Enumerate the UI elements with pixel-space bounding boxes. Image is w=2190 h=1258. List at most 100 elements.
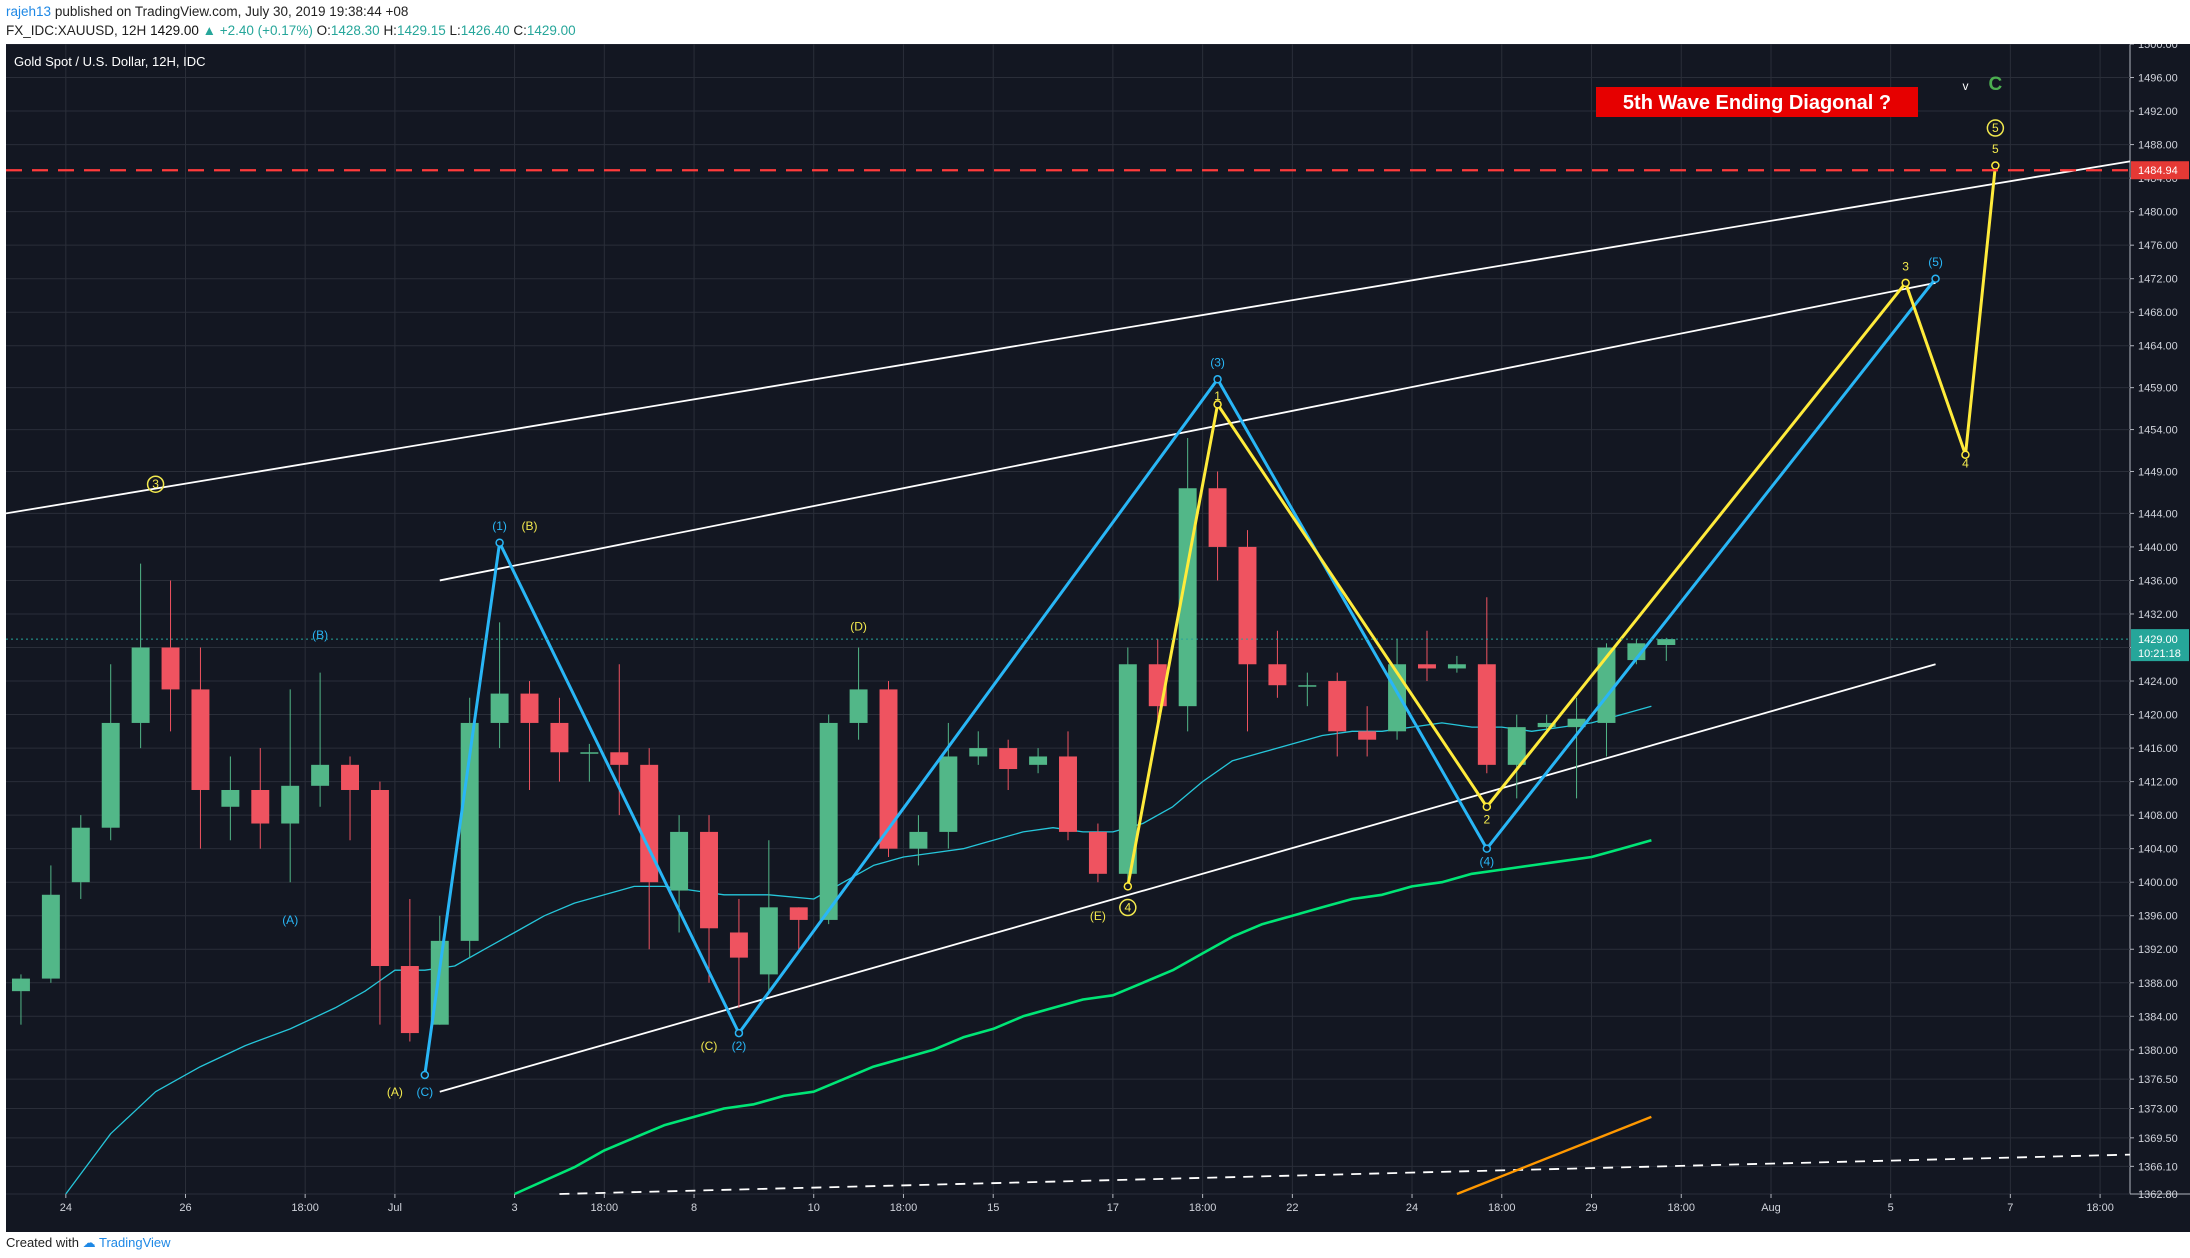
candle-body (400, 966, 419, 1034)
candle-body (370, 789, 389, 967)
candle-body (610, 752, 629, 765)
publisher-username[interactable]: rajeh13 (6, 4, 52, 19)
candle-body (520, 693, 539, 723)
wave-pivot-point (1901, 278, 1910, 288)
wave-label: (A) (387, 1085, 403, 1099)
chart-area[interactable]: 1500.001496.001492.001488.001484.001480.… (5, 39, 2190, 1238)
price-tick-label: 1392.00 (2138, 944, 2178, 956)
candle-body (939, 756, 958, 832)
grid: 1500.001496.001492.001488.001484.001480.… (6, 39, 2178, 1214)
time-tick-label: 18:00 (1488, 1202, 1516, 1214)
candle (580, 743, 599, 782)
candle (251, 748, 270, 849)
resistance-level-tag (2131, 161, 2189, 180)
candle (41, 865, 60, 983)
time-tick-label: 17 (1107, 1202, 1119, 1214)
wave-label: (C) (701, 1039, 718, 1053)
price-tick-label: 1404.00 (2138, 844, 2178, 856)
candle (490, 622, 509, 749)
time-tick-label: 7 (2007, 1202, 2013, 1214)
wave-label: 3 (152, 477, 159, 491)
price-chart[interactable]: 1500.001496.001492.001488.001484.001480.… (5, 39, 2190, 1238)
wave-label: 4 (1124, 901, 1131, 915)
close-value: 1429.00 (526, 23, 576, 38)
candle-body (1537, 722, 1556, 728)
price-tick-label: 1454.00 (2138, 425, 2178, 437)
price-tick-label: 1480.00 (2138, 207, 2178, 219)
candle (191, 647, 210, 849)
tradingview-brand[interactable]: TradingView (99, 1235, 171, 1250)
candle (819, 714, 838, 925)
trendline (439, 282, 1936, 582)
candle-body (1507, 727, 1526, 765)
wave-label: 4 (1962, 456, 1969, 470)
candle-body (1059, 756, 1077, 832)
price-tick-label: 1396.00 (2138, 911, 2178, 923)
price-tick-label: 1492.00 (2138, 106, 2178, 118)
candle-body (789, 907, 808, 920)
candle-body (1567, 718, 1586, 728)
open-label: O: (316, 23, 331, 38)
candle-body (490, 693, 509, 723)
wave-label: 3 (1902, 259, 1909, 273)
price-tick-label: 1400.00 (2138, 877, 2178, 889)
time-tick-label: 24 (1406, 1202, 1418, 1214)
candle-body (670, 831, 689, 891)
high-label: H: (383, 23, 397, 38)
price-tick-label: 1424.00 (2138, 676, 2178, 688)
candle (400, 898, 419, 1042)
price-tick-label: 1388.00 (2138, 978, 2178, 990)
candle-body (191, 689, 210, 790)
wave-label: (5) (1928, 255, 1943, 269)
price-tick-label: 1444.00 (2138, 508, 2178, 520)
candle-body (221, 789, 240, 807)
wave-pivot-point (1482, 802, 1492, 812)
price-tick-label: 1464.00 (2138, 341, 2178, 353)
trendline (1456, 1115, 1652, 1196)
candle-body (1328, 681, 1347, 732)
price-tick-label: 1420.00 (2138, 710, 2178, 722)
created-with-text: Created with (6, 1235, 79, 1250)
candle (1447, 655, 1466, 673)
price-tick-label: 1440.00 (2138, 542, 2178, 554)
time-tick-label: 15 (987, 1202, 999, 1214)
time-tick-label: 18:00 (2086, 1202, 2114, 1214)
time-tick-label: 18:00 (591, 1202, 619, 1214)
candle (1118, 647, 1137, 883)
time-tick-label: 3 (512, 1202, 518, 1214)
time-tick-label: 10 (808, 1202, 820, 1214)
wave-label: 2 (1483, 813, 1490, 827)
candle (759, 840, 778, 992)
candle-body (640, 764, 659, 883)
wave-label-circle (146, 475, 165, 493)
candle (281, 689, 300, 883)
candle (11, 974, 30, 1025)
candle-body (580, 752, 599, 754)
time-tick-label: 22 (1286, 1202, 1298, 1214)
wave-label: (B) (312, 628, 328, 642)
annotation-box (1596, 87, 1918, 117)
candle-body (1447, 664, 1466, 669)
open-value: 1428.30 (330, 23, 380, 38)
candle (1059, 731, 1077, 841)
high-value: 1429.15 (396, 23, 446, 38)
price-tick-label: 1449.00 (2138, 466, 2178, 478)
candle-body (1118, 664, 1137, 874)
candle-body (1029, 756, 1048, 765)
wave-label: v (1962, 79, 1968, 93)
price-tick-label: 1366.10 (2138, 1161, 2178, 1173)
candle-body (161, 647, 180, 690)
time-tick-label: Aug (1761, 1202, 1781, 1214)
candle (520, 681, 539, 790)
candle-body (281, 785, 300, 824)
candle (729, 898, 748, 1008)
candle (1298, 672, 1317, 707)
candle-body (909, 831, 928, 849)
candle (1268, 630, 1287, 698)
wave-pivot-point (734, 1028, 744, 1038)
candle (221, 756, 240, 841)
candle-body (131, 647, 150, 723)
time-tick-label: Jul (388, 1202, 402, 1214)
price-axis-background (2130, 44, 2190, 1194)
candle (1088, 823, 1107, 883)
